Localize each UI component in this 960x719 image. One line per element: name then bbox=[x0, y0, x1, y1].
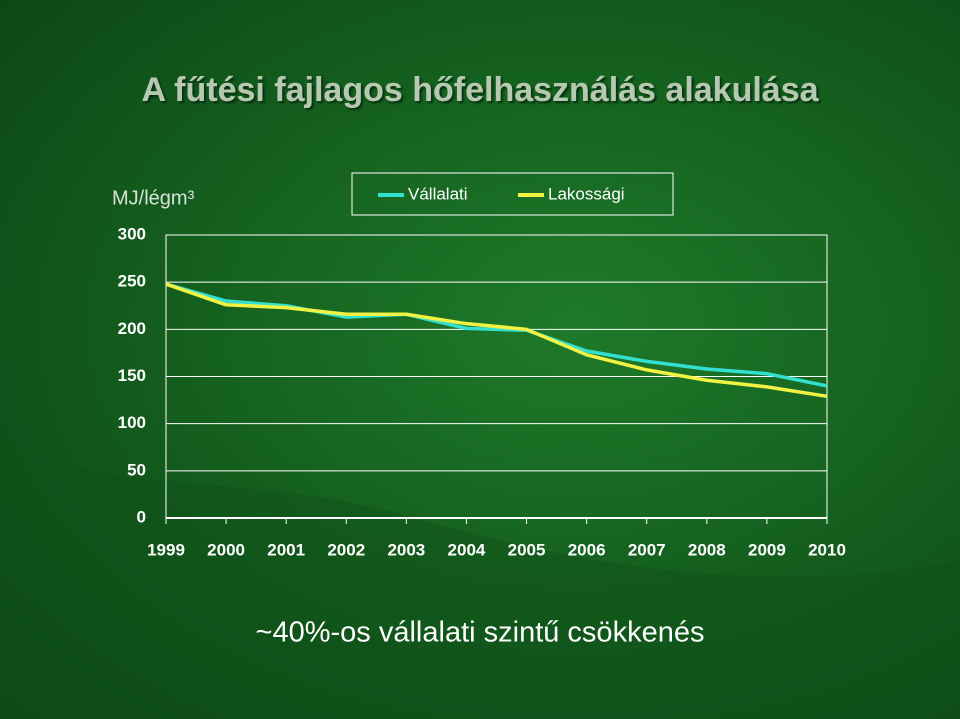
y-tick-label: 0 bbox=[137, 507, 146, 526]
y-axis-label: MJ/légm³ bbox=[112, 187, 195, 209]
legend-label: Vállalati bbox=[408, 184, 468, 203]
y-tick-label: 300 bbox=[118, 224, 146, 243]
x-tick-label: 2003 bbox=[387, 540, 425, 559]
x-tick-label: 2009 bbox=[748, 540, 786, 559]
x-tick-label: 2005 bbox=[508, 540, 546, 559]
y-tick-label: 250 bbox=[118, 272, 146, 291]
annotation: ~40%-os vállalati szintű csökkenés bbox=[256, 617, 705, 649]
x-tick-label: 1999 bbox=[147, 540, 185, 559]
series-line bbox=[165, 282, 828, 388]
x-tick-label: 2006 bbox=[568, 540, 606, 559]
x-tick-label: 2010 bbox=[808, 540, 846, 559]
x-tick-label: 2000 bbox=[207, 540, 245, 559]
chart-title: A fűtési fajlagos hőfelhasználás alakulá… bbox=[141, 71, 819, 109]
y-tick-label: 50 bbox=[127, 460, 146, 479]
legend-label: Lakossági bbox=[548, 184, 625, 203]
y-tick-label: 200 bbox=[118, 319, 146, 338]
y-tick-label: 100 bbox=[118, 413, 146, 432]
y-tick-label: 150 bbox=[118, 366, 146, 385]
x-tick-label: 2001 bbox=[267, 540, 305, 559]
series-line bbox=[165, 282, 828, 399]
x-tick-label: 2002 bbox=[327, 540, 365, 559]
x-tick-label: 2004 bbox=[448, 540, 486, 559]
x-tick-label: 2007 bbox=[628, 540, 666, 559]
bg-shape bbox=[0, 440, 960, 719]
x-tick-label: 2008 bbox=[688, 540, 726, 559]
legend-box bbox=[351, 172, 674, 216]
